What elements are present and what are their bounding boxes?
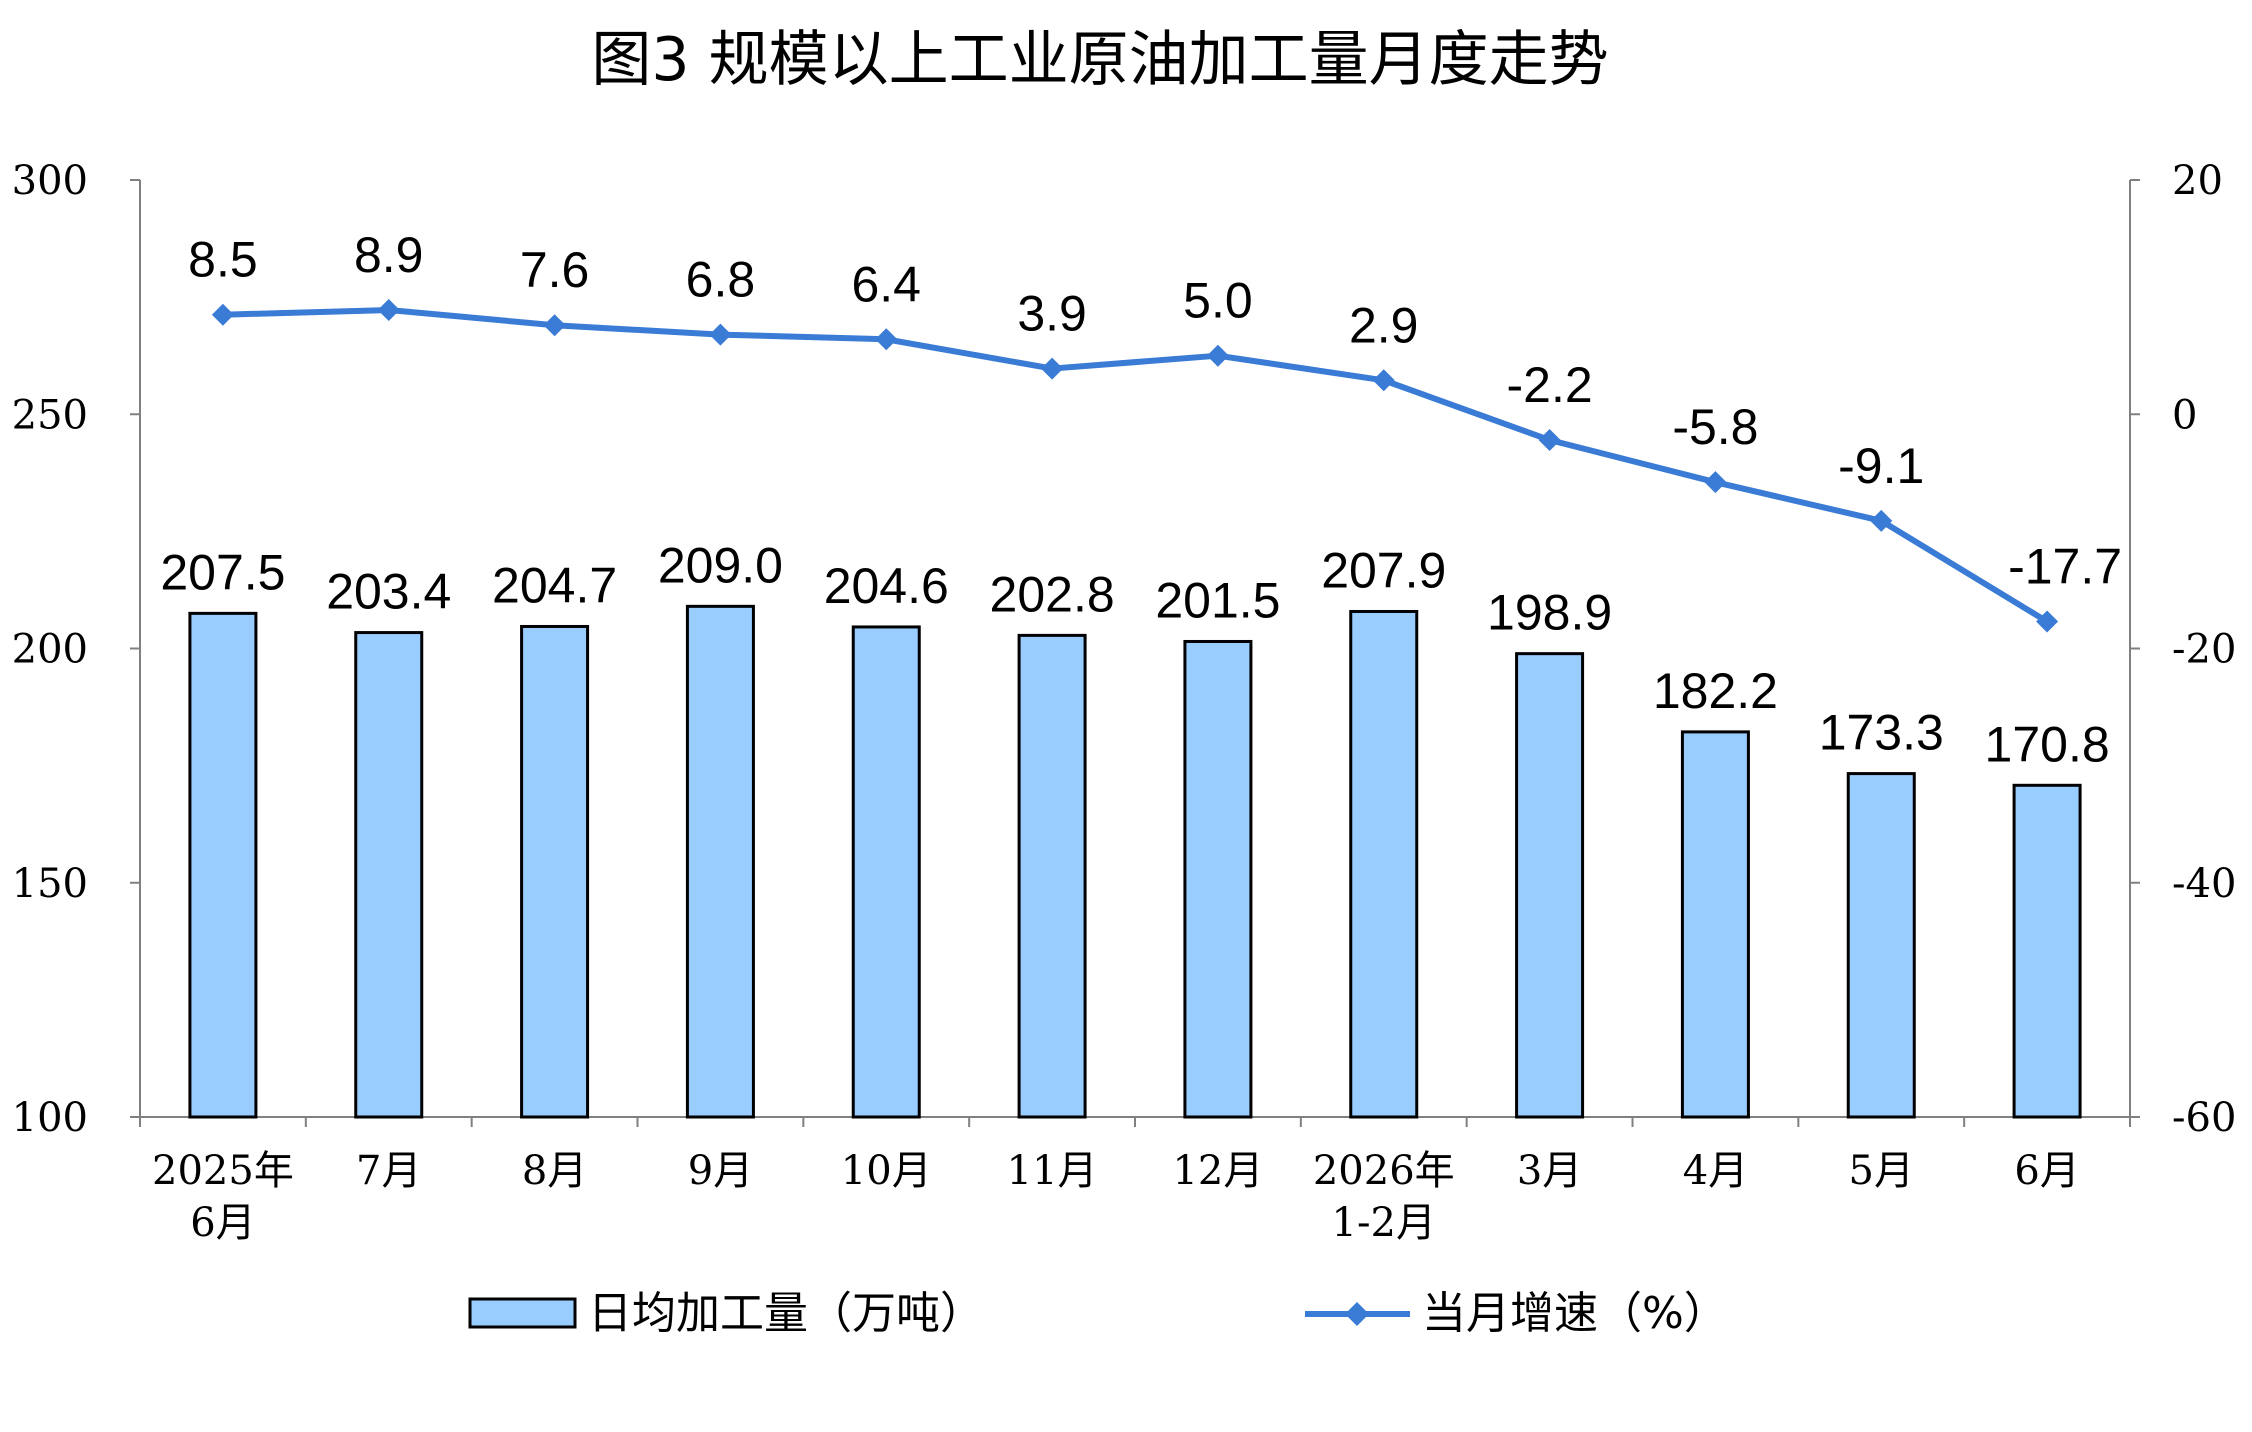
y-left-tick-label: 100 bbox=[12, 1095, 88, 1141]
line-data-label: -9.1 bbox=[1838, 438, 1924, 494]
legend-bar-swatch bbox=[468, 1297, 577, 1329]
line-point bbox=[1041, 357, 1064, 380]
x-tick-label: 7月 bbox=[356, 1148, 421, 1194]
legend-line-marker bbox=[1345, 1302, 1369, 1326]
bar bbox=[520, 624, 590, 1119]
line-data-label: 2.9 bbox=[1349, 297, 1419, 353]
bar-data-label: 207.5 bbox=[160, 544, 285, 600]
bar bbox=[354, 631, 424, 1119]
line-point bbox=[709, 323, 732, 346]
line-point bbox=[875, 328, 898, 351]
bar-data-label: 170.8 bbox=[1985, 716, 2110, 772]
y-right-tick-label: -60 bbox=[2172, 1095, 2236, 1141]
x-tick-label: 1-2月 bbox=[1332, 1200, 1436, 1246]
y-right-tick-label: -20 bbox=[2172, 627, 2236, 673]
line-point bbox=[1372, 369, 1395, 392]
line-point bbox=[377, 299, 400, 322]
bar bbox=[1183, 639, 1253, 1119]
x-tick-label: 2026年 bbox=[1313, 1148, 1455, 1194]
x-tick-label: 4月 bbox=[1683, 1148, 1748, 1194]
bar bbox=[685, 604, 755, 1119]
line-point bbox=[211, 303, 234, 326]
x-tick-label: 2025年 bbox=[152, 1148, 294, 1194]
bar bbox=[1349, 609, 1419, 1119]
line-point bbox=[1538, 429, 1561, 452]
line-data-label: 7.6 bbox=[520, 242, 590, 298]
x-tick-label: 8月 bbox=[522, 1148, 587, 1194]
y-right-tick-label: 0 bbox=[2172, 392, 2197, 438]
y-right-tick-label: 20 bbox=[2172, 158, 2223, 204]
y-left-tick-label: 300 bbox=[12, 158, 88, 204]
x-tick-label: 10月 bbox=[841, 1148, 932, 1194]
bar-data-label: 201.5 bbox=[1155, 572, 1280, 628]
bar-data-label: 204.6 bbox=[824, 558, 949, 614]
x-tick-label: 6月 bbox=[2014, 1148, 2079, 1194]
line-data-label: 6.4 bbox=[851, 256, 921, 312]
bar-data-label: 209.0 bbox=[658, 537, 783, 593]
bar bbox=[1846, 772, 1916, 1119]
chart-title: 图3 规模以上工业原油加工量月度走势 bbox=[591, 25, 1608, 95]
bar-data-label: 202.8 bbox=[990, 566, 1115, 622]
bar-data-label: 207.9 bbox=[1321, 542, 1446, 598]
line-data-label: -2.2 bbox=[1506, 357, 1592, 413]
line-data-label: 8.5 bbox=[188, 232, 258, 288]
y-right-tick-label: -40 bbox=[2172, 861, 2236, 907]
bar-data-label: 173.3 bbox=[1819, 705, 1944, 761]
line-point bbox=[2036, 610, 2059, 633]
x-tick-label: 6月 bbox=[190, 1200, 255, 1246]
bar bbox=[1017, 633, 1087, 1119]
y-left-tick-label: 150 bbox=[12, 861, 88, 907]
legend-bar-label: 日均加工量（万吨） bbox=[588, 1288, 984, 1339]
legend-line-label: 当月增速（%） bbox=[1422, 1288, 1728, 1339]
line-point bbox=[1704, 471, 1727, 494]
line-data-label: 6.8 bbox=[686, 252, 756, 308]
bar-data-label: 203.4 bbox=[326, 564, 451, 620]
line-point bbox=[543, 314, 566, 337]
line-data-label: -5.8 bbox=[1672, 399, 1758, 455]
bar-data-label: 198.9 bbox=[1487, 585, 1612, 641]
bar bbox=[188, 611, 258, 1119]
bar bbox=[2012, 783, 2082, 1119]
line-point bbox=[1870, 509, 1893, 532]
y-left-tick-label: 250 bbox=[12, 392, 88, 438]
x-tick-label: 11月 bbox=[1007, 1148, 1098, 1194]
bar bbox=[1680, 730, 1750, 1119]
line-data-label: 5.0 bbox=[1183, 273, 1253, 329]
bar-data-label: 182.2 bbox=[1653, 663, 1778, 719]
line-data-label: 8.9 bbox=[354, 227, 424, 283]
growth-line bbox=[222, 307, 2049, 625]
line-data-label: -17.7 bbox=[2008, 539, 2122, 595]
x-tick-label: 3月 bbox=[1517, 1148, 1582, 1194]
line-point bbox=[1206, 344, 1229, 367]
line-data-label: 3.9 bbox=[1017, 286, 1087, 342]
y-left-tick-label: 200 bbox=[12, 627, 88, 673]
x-tick-label: 12月 bbox=[1172, 1148, 1263, 1194]
bar-data-label: 204.7 bbox=[492, 557, 617, 613]
bar bbox=[851, 625, 921, 1119]
x-tick-label: 5月 bbox=[1849, 1148, 1914, 1194]
bar bbox=[1515, 652, 1585, 1119]
x-tick-label: 9月 bbox=[688, 1148, 753, 1194]
